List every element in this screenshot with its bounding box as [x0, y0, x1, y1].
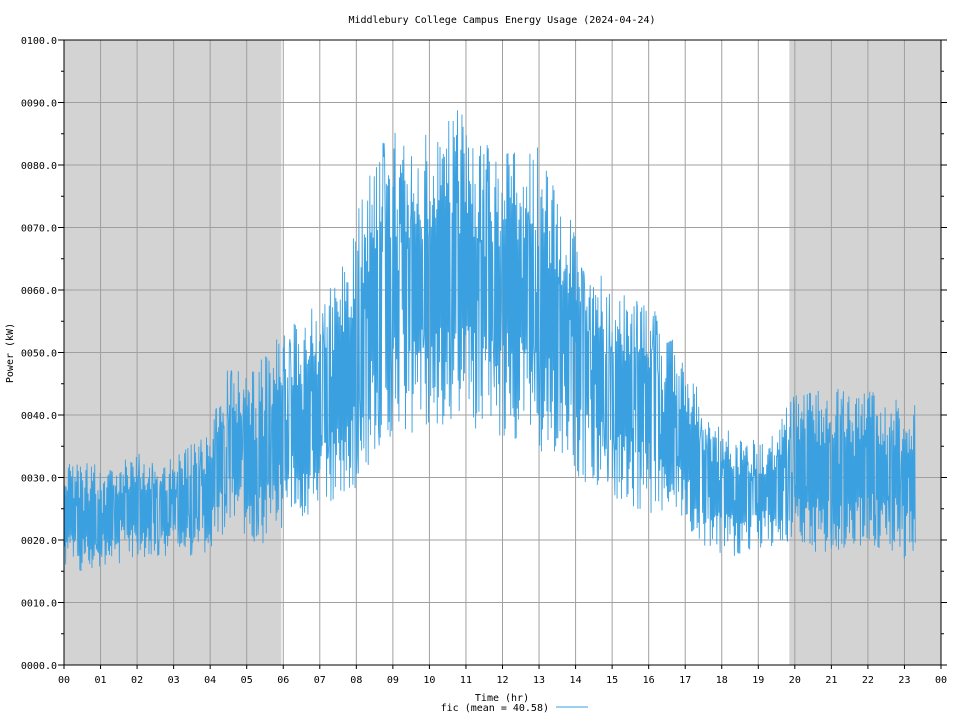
x-tick-label: 03	[168, 675, 180, 686]
x-tick-label: 10	[423, 675, 435, 686]
y-tick-label: 0050.0	[21, 349, 57, 360]
x-tick-label: 01	[95, 675, 107, 686]
y-tick-label: 0000.0	[21, 661, 57, 672]
x-tick-label: 14	[570, 675, 582, 686]
x-tick-label: 07	[314, 675, 326, 686]
x-tick-label: 04	[204, 675, 216, 686]
y-tick-label: 0070.0	[21, 224, 57, 235]
x-tick-label: 19	[752, 675, 764, 686]
x-tick-label: 09	[387, 675, 399, 686]
series-layer	[63, 110, 916, 572]
x-axis-label: Time (hr)	[475, 693, 529, 704]
x-tick-label: 05	[241, 675, 253, 686]
x-tick-label: 13	[533, 675, 545, 686]
y-tick-label: 0020.0	[21, 536, 57, 547]
y-tick-label: 0060.0	[21, 286, 57, 297]
x-tick-label: 08	[350, 675, 362, 686]
y-tick-label: 0100.0	[21, 36, 57, 47]
x-tick-labels: 00 01 02 03 04 05 06 07 08 09 10 11 12 13 14 15 16 17 18 19…	[58, 675, 947, 686]
x-tick-label: 17	[679, 675, 691, 686]
y-tick-label: 0040.0	[21, 411, 57, 422]
x-tick-label: 02	[131, 675, 143, 686]
y-tick-labels: 0000.0 0010.0 0020.0 0030.0 0040.0 0050.0 0060…	[21, 36, 57, 672]
x-tick-label: 00	[935, 675, 947, 686]
x-tick-label: 20	[789, 675, 801, 686]
y-axis-label: Power (kW)	[5, 323, 16, 383]
x-tick-label: 22	[862, 675, 874, 686]
chart-title: Middlebury College Campus Energy Usage (…	[348, 15, 655, 26]
x-tick-label: 23	[898, 675, 910, 686]
y-tick-label: 0010.0	[21, 599, 57, 610]
legend: fic (mean = 40.58)	[441, 703, 588, 714]
axis-ticks	[58, 39, 947, 669]
y-tick-label: 0030.0	[21, 474, 57, 485]
x-tick-label: 21	[825, 675, 837, 686]
x-tick-label: 18	[716, 675, 728, 686]
y-tick-label: 0090.0	[21, 99, 57, 110]
y-tick-label: 0080.0	[21, 161, 57, 172]
x-tick-label: 15	[606, 675, 618, 686]
x-tick-label: 00	[58, 675, 70, 686]
x-tick-label: 12	[496, 675, 508, 686]
legend-label: fic (mean = 40.58)	[441, 703, 549, 714]
series-line-fic	[63, 110, 916, 572]
x-tick-label: 16	[643, 675, 655, 686]
x-tick-label: 06	[277, 675, 289, 686]
x-tick-label: 11	[460, 675, 472, 686]
